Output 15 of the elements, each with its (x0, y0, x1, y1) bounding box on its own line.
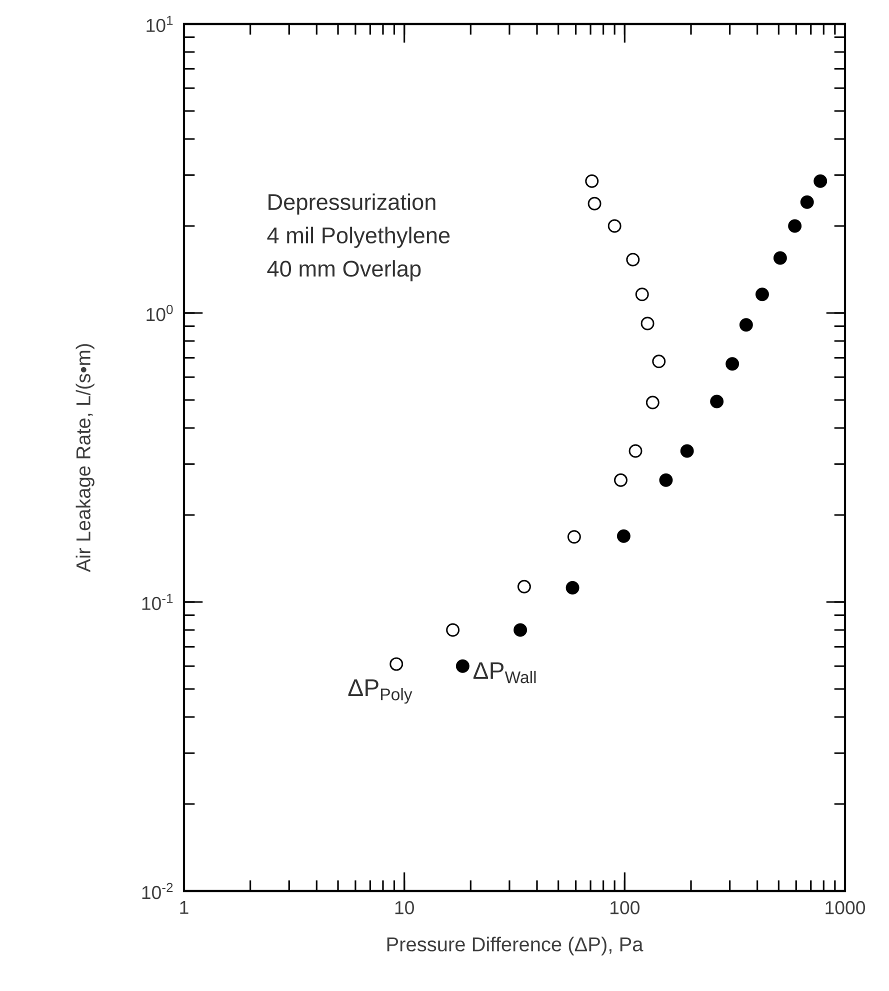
y-tick-label: 10$^{1}$ (146, 16, 173, 32)
y-tick-label: 10$^{0}$ (146, 304, 173, 322)
x-tick-label: 10 (395, 901, 414, 914)
series-label: ΔP$_{Poly}$ (348, 679, 412, 704)
x-tick-label: 1 (180, 901, 188, 914)
annotation: 40 mm Overlap (267, 260, 421, 282)
annotation: Depressurization (268, 193, 436, 215)
y-tick-label: 10$^{-1}$ (142, 594, 173, 610)
x-axis-title: Pressure Difference (ΔP), Pa (387, 936, 644, 956)
y-tick-label: 10$^{-2}$ (142, 882, 173, 900)
x-tick-label: 100 (610, 901, 640, 914)
y-axis-title: Air Leakage Rate, L/(s•m) (76, 344, 94, 572)
annotation: 4 mil Polyethylene (267, 226, 450, 248)
series-label: ΔP$_{Wall}$ (473, 662, 536, 684)
x-tick-label: 1000 (826, 901, 866, 914)
